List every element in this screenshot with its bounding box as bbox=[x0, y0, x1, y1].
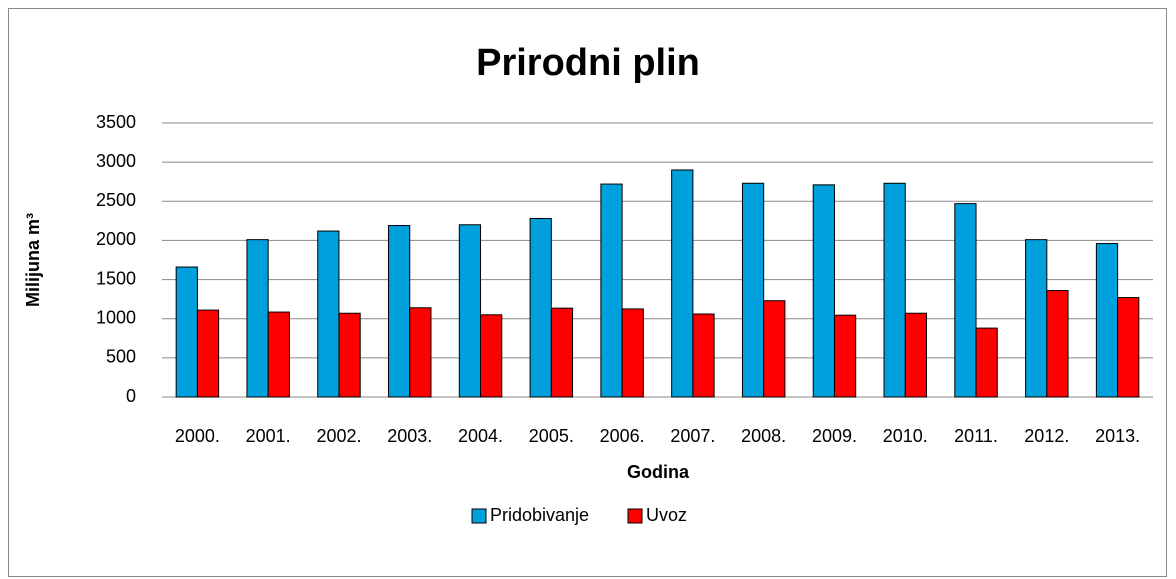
bar bbox=[267, 311, 290, 398]
bar bbox=[317, 230, 340, 398]
y-tick-label: 0 bbox=[126, 386, 136, 406]
bar bbox=[741, 182, 765, 398]
bar bbox=[388, 225, 411, 398]
bar bbox=[480, 314, 503, 398]
y-tick-label: 2500 bbox=[96, 190, 136, 210]
x-tick-label: 2001. bbox=[246, 426, 291, 446]
x-tick-label: 2010. bbox=[883, 426, 928, 446]
y-tick-label: 2000 bbox=[96, 229, 136, 249]
x-tick-label: 2011. bbox=[954, 426, 998, 446]
x-tick-label: 2005. bbox=[529, 426, 574, 446]
bar bbox=[671, 169, 694, 398]
y-tick-label: 3500 bbox=[96, 112, 136, 132]
bar bbox=[529, 218, 552, 398]
x-axis-label: Godina bbox=[627, 462, 690, 482]
bar bbox=[954, 203, 977, 398]
bar bbox=[1095, 243, 1119, 398]
bar bbox=[1117, 297, 1140, 398]
x-tick-label: 2012. bbox=[1024, 426, 1069, 446]
legend-label: Uvoz bbox=[646, 505, 687, 525]
bar bbox=[763, 300, 786, 398]
bar bbox=[812, 184, 835, 398]
bar bbox=[883, 182, 906, 398]
x-tick-label: 2008. bbox=[741, 426, 786, 446]
bar bbox=[904, 312, 927, 398]
legend-swatch bbox=[627, 508, 643, 524]
bar bbox=[338, 312, 361, 398]
bar bbox=[175, 266, 198, 398]
y-tick-label: 500 bbox=[106, 347, 136, 367]
x-tick-label: 2003. bbox=[387, 426, 432, 446]
x-tick-label: 2006. bbox=[600, 426, 645, 446]
x-tick-label: 2013. bbox=[1095, 426, 1140, 446]
bar bbox=[600, 183, 623, 398]
y-tick-label: 1000 bbox=[96, 307, 136, 327]
y-axis-label: Milijuna m³ bbox=[23, 213, 43, 307]
bar bbox=[458, 224, 482, 398]
bar bbox=[1025, 239, 1048, 398]
bar bbox=[1046, 290, 1069, 398]
y-tick-label: 1500 bbox=[96, 268, 136, 288]
bar bbox=[833, 314, 857, 398]
bar bbox=[196, 309, 220, 398]
legend-label: Pridobivanje bbox=[490, 505, 589, 525]
legend-swatch bbox=[471, 508, 487, 524]
bar bbox=[975, 327, 998, 398]
bar bbox=[409, 307, 432, 398]
x-tick-label: 2009. bbox=[812, 426, 857, 446]
x-tick-label: 2007. bbox=[670, 426, 715, 446]
bar bbox=[692, 313, 715, 398]
bar bbox=[621, 308, 644, 398]
bar bbox=[246, 239, 269, 398]
bar bbox=[550, 307, 574, 398]
x-tick-label: 2002. bbox=[316, 426, 361, 446]
y-tick-label: 3000 bbox=[96, 151, 136, 171]
chart-title: Prirodni plin bbox=[476, 42, 700, 84]
x-tick-label: 2004. bbox=[458, 426, 503, 446]
x-tick-label: 2000. bbox=[175, 426, 220, 446]
